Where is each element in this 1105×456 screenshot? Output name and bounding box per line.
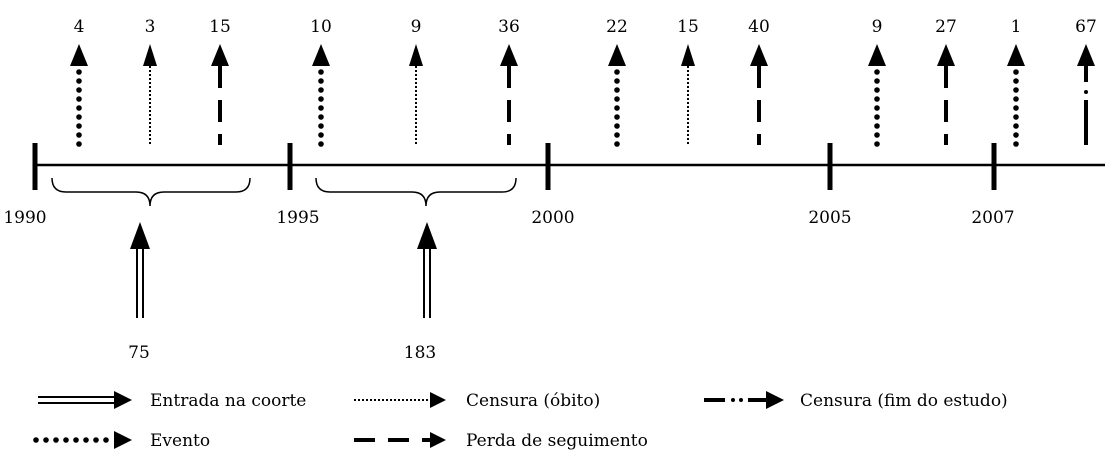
legend: Entrada na coorte Censura (óbito) Censur… bbox=[33, 391, 1008, 451]
arrow-count-label: 3 bbox=[145, 17, 156, 37]
arrow-perda bbox=[211, 44, 229, 145]
entry-count-label: 183 bbox=[404, 343, 436, 363]
arrow-perda bbox=[937, 44, 955, 145]
arrow-evento bbox=[868, 44, 886, 147]
arrow-count-label: 1 bbox=[1011, 17, 1022, 37]
arrow-count-label: 9 bbox=[411, 17, 422, 37]
arrow-count-label: 4 bbox=[74, 17, 85, 37]
arrow-censura-obito bbox=[681, 44, 695, 145]
legend-censura-fim-label: Censura (fim do estudo) bbox=[800, 391, 1008, 411]
entry-arrow-1995-2000 bbox=[417, 222, 437, 318]
arrow-censura-obito bbox=[409, 44, 423, 145]
brace-1995-2000 bbox=[315, 177, 517, 207]
arrow-count-label: 22 bbox=[606, 17, 628, 37]
legend-entrada-icon bbox=[38, 391, 132, 409]
arrow-count-label: 67 bbox=[1075, 17, 1097, 37]
arrow-censura-fim bbox=[1077, 44, 1095, 145]
year-label-2005: 2005 bbox=[808, 208, 851, 228]
arrow-evento bbox=[608, 44, 626, 147]
legend-perda-label: Perda de seguimento bbox=[466, 431, 648, 451]
arrow-evento bbox=[70, 44, 88, 147]
legend-censura-obito-label: Censura (óbito) bbox=[466, 391, 600, 411]
arrow-count-label: 40 bbox=[748, 17, 770, 37]
year-label-2007: 2007 bbox=[971, 208, 1014, 228]
legend-evento-label: Evento bbox=[150, 431, 210, 451]
entry-count-label: 75 bbox=[128, 343, 150, 363]
year-label-1990: 1990 bbox=[3, 208, 46, 228]
year-label-2000: 2000 bbox=[531, 208, 574, 228]
legend-censura-fim-icon bbox=[704, 391, 784, 409]
arrow-count-label: 27 bbox=[935, 17, 957, 37]
arrow-count-label: 9 bbox=[872, 17, 883, 37]
arrow-evento bbox=[312, 44, 330, 147]
legend-perda-icon bbox=[354, 432, 446, 448]
arrow-count-label: 15 bbox=[677, 17, 699, 37]
brace-1990-1995 bbox=[51, 177, 251, 207]
arrow-count-label: 36 bbox=[498, 17, 520, 37]
arrow-count-label: 15 bbox=[209, 17, 231, 37]
legend-censura-obito-icon bbox=[354, 392, 446, 408]
arrow-perda bbox=[500, 44, 518, 145]
year-label-1995: 1995 bbox=[276, 208, 319, 228]
legend-entrada-label: Entrada na coorte bbox=[150, 391, 306, 411]
arrow-evento bbox=[1007, 44, 1025, 147]
entry-arrow-1990-1995 bbox=[130, 222, 150, 318]
arrow-censura-obito bbox=[143, 44, 157, 145]
legend-evento-icon bbox=[33, 431, 132, 449]
arrow-perda bbox=[750, 44, 768, 145]
top-arrows-group bbox=[70, 44, 1095, 147]
arrow-count-label: 10 bbox=[310, 17, 332, 37]
